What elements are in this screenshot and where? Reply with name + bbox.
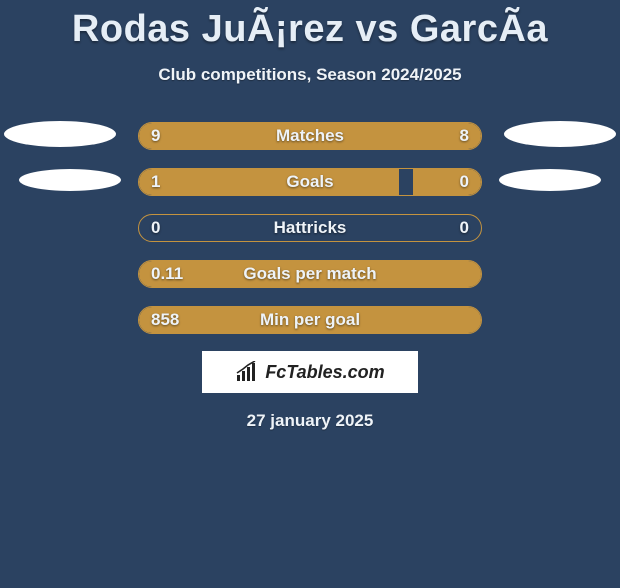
stat-value-right: 0 bbox=[460, 169, 469, 195]
stat-row-min-per-goal: 858 Min per goal bbox=[0, 305, 620, 335]
stat-label: Goals bbox=[139, 169, 481, 195]
subtitle: Club competitions, Season 2024/2025 bbox=[0, 65, 620, 85]
stat-label: Matches bbox=[139, 123, 481, 149]
page-title: Rodas JuÃ¡rez vs GarcÃ­a bbox=[0, 8, 620, 51]
stat-value-right: 8 bbox=[460, 123, 469, 149]
stat-value-right: 0 bbox=[460, 215, 469, 241]
stat-bar: 1 Goals 0 bbox=[138, 168, 482, 196]
stat-bar: 858 Min per goal bbox=[138, 306, 482, 334]
stat-bar: 9 Matches 8 bbox=[138, 122, 482, 150]
stat-bar: 0 Hattricks 0 bbox=[138, 214, 482, 242]
stat-row-goals-per-match: 0.11 Goals per match bbox=[0, 259, 620, 289]
chart-icon bbox=[235, 361, 261, 383]
stat-row-hattricks: 0 Hattricks 0 bbox=[0, 213, 620, 243]
logo-text: FcTables.com bbox=[265, 362, 384, 383]
fctables-logo: FcTables.com bbox=[202, 351, 418, 393]
stat-bar: 0.11 Goals per match bbox=[138, 260, 482, 288]
stat-row-goals: 1 Goals 0 bbox=[0, 167, 620, 197]
stat-label: Goals per match bbox=[139, 261, 481, 287]
stat-row-matches: 9 Matches 8 bbox=[0, 121, 620, 151]
comparison-content: 9 Matches 8 1 Goals 0 0 Hattricks 0 0.11 bbox=[0, 121, 620, 431]
stat-label: Min per goal bbox=[139, 307, 481, 333]
stat-label: Hattricks bbox=[139, 215, 481, 241]
snapshot-date: 27 january 2025 bbox=[0, 411, 620, 431]
